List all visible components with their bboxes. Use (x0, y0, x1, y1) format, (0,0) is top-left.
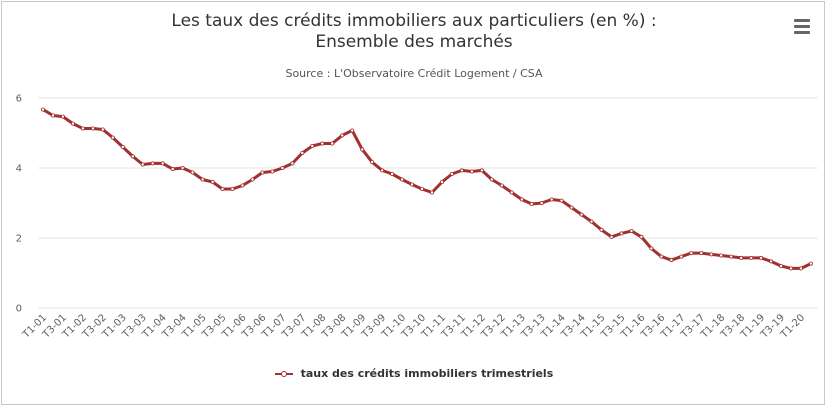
data-point[interactable] (469, 169, 474, 174)
data-point[interactable] (280, 165, 285, 170)
data-point[interactable] (699, 251, 704, 256)
data-point[interactable] (120, 144, 125, 149)
data-point[interactable] (60, 114, 65, 119)
y-axis-labels: 0 2 4 6 (16, 94, 22, 315)
data-point[interactable] (599, 227, 604, 232)
hamburger-menu-icon[interactable] (791, 17, 813, 37)
data-point[interactable] (569, 205, 574, 210)
data-point[interactable] (370, 160, 375, 165)
data-point[interactable] (240, 183, 245, 188)
data-point[interactable] (210, 179, 215, 184)
data-point[interactable] (689, 251, 694, 256)
data-point[interactable] (310, 143, 315, 148)
y-tick-label: 0 (16, 304, 22, 315)
data-point[interactable] (609, 234, 614, 239)
data-point[interactable] (300, 150, 305, 155)
data-point[interactable] (380, 168, 385, 173)
chart-title: Les taux des crédits immobiliers aux par… (80, 11, 748, 53)
data-point[interactable] (190, 170, 195, 175)
data-point[interactable] (320, 141, 325, 146)
data-point[interactable] (130, 154, 135, 159)
data-point[interactable] (350, 128, 355, 133)
data-point[interactable] (629, 228, 634, 233)
data-point[interactable] (799, 266, 804, 271)
grid-lines (38, 97, 818, 309)
data-point[interactable] (519, 197, 524, 202)
series-layer (41, 107, 814, 271)
data-point[interactable] (41, 107, 46, 112)
data-point[interactable] (160, 161, 165, 166)
data-point[interactable] (769, 259, 774, 264)
data-point[interactable] (290, 161, 295, 166)
data-point[interactable] (549, 197, 554, 202)
data-point[interactable] (390, 171, 395, 176)
data-point[interactable] (330, 141, 335, 146)
data-point[interactable] (270, 169, 275, 174)
data-point[interactable] (669, 258, 674, 263)
data-point[interactable] (80, 126, 85, 131)
data-point[interactable] (200, 177, 205, 182)
chart-subtitle: Source : L'Observatoire Crédit Logement … (285, 67, 543, 80)
data-point[interactable] (779, 263, 784, 268)
data-point[interactable] (459, 168, 464, 173)
data-point[interactable] (439, 179, 444, 184)
data-point[interactable] (400, 177, 405, 182)
x-axis-labels: T1-01T3-01T1-02T3-02T1-03T3-03T1-04T3-04… (20, 312, 807, 341)
data-point[interactable] (559, 198, 564, 203)
data-point[interactable] (409, 182, 414, 187)
data-point[interactable] (260, 170, 265, 175)
data-point[interactable] (419, 186, 424, 191)
data-point[interactable] (70, 121, 75, 126)
data-point[interactable] (150, 161, 155, 166)
data-point[interactable] (479, 168, 484, 173)
data-point[interactable] (539, 200, 544, 205)
data-point[interactable] (230, 186, 235, 191)
data-point[interactable] (709, 252, 714, 257)
data-point[interactable] (250, 177, 255, 182)
data-point[interactable] (589, 219, 594, 224)
data-point[interactable] (729, 254, 734, 259)
data-point[interactable] (619, 231, 624, 236)
data-point[interactable] (809, 261, 814, 266)
data-point[interactable] (449, 171, 454, 176)
data-point[interactable] (100, 127, 105, 132)
data-point[interactable] (180, 165, 185, 170)
data-point[interactable] (759, 255, 764, 260)
legend-symbol (274, 369, 293, 379)
data-point[interactable] (649, 246, 654, 251)
series-line (41, 108, 813, 270)
data-point[interactable] (679, 254, 684, 259)
data-point[interactable] (579, 212, 584, 217)
data-point[interactable] (170, 166, 175, 171)
data-point[interactable] (489, 177, 494, 182)
data-point[interactable] (739, 255, 744, 260)
data-point[interactable] (90, 126, 95, 131)
data-point[interactable] (360, 147, 365, 152)
data-point[interactable] (639, 234, 644, 239)
data-point[interactable] (499, 183, 504, 188)
data-point[interactable] (429, 190, 434, 195)
legend-label: taux des crédits immobiliers trimestriel… (300, 367, 554, 380)
data-point[interactable] (659, 254, 664, 259)
y-tick-label: 6 (16, 94, 22, 105)
data-point[interactable] (529, 201, 534, 206)
data-point[interactable] (220, 186, 225, 191)
data-point[interactable] (789, 266, 794, 271)
chart-title-line-1: Les taux des crédits immobiliers aux par… (171, 11, 657, 31)
data-point[interactable] (749, 255, 754, 260)
y-tick-label: 4 (16, 164, 22, 175)
chart-title-line-2: Ensemble des marchés (315, 32, 513, 52)
data-point[interactable] (509, 190, 514, 195)
data-point[interactable] (140, 162, 145, 167)
y-tick-label: 2 (16, 234, 22, 245)
legend-item[interactable]: taux des crédits immobiliers trimestriel… (0, 367, 828, 380)
data-point[interactable] (719, 253, 724, 258)
data-point[interactable] (110, 135, 115, 140)
data-point[interactable] (340, 133, 345, 138)
data-point[interactable] (51, 113, 56, 118)
